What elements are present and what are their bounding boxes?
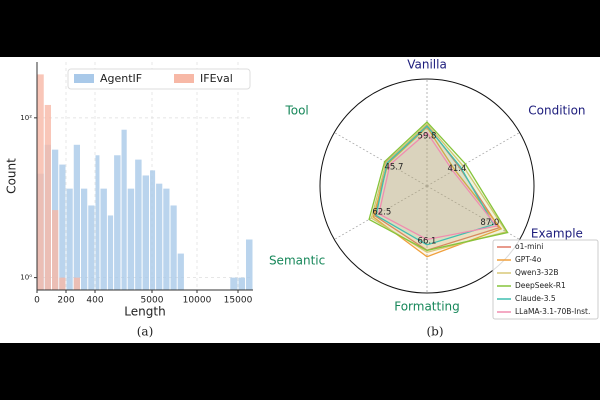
histogram-bar xyxy=(238,277,245,290)
radar-series xyxy=(375,125,495,246)
x-tick-label: 200 xyxy=(57,296,74,306)
legend-swatch xyxy=(74,74,94,83)
x-axis-label: Length xyxy=(124,305,165,319)
radar-series xyxy=(372,126,503,258)
histogram-bar xyxy=(114,155,121,290)
histogram-bar xyxy=(100,188,107,290)
radar-frame xyxy=(319,78,535,294)
histogram-bar xyxy=(59,164,66,290)
histogram-bar xyxy=(121,129,127,290)
value-annotation: 87.0 xyxy=(480,218,499,228)
histogram-bar xyxy=(88,205,95,290)
histogram-bar xyxy=(52,210,59,290)
histogram-bar xyxy=(170,205,177,290)
legend-box xyxy=(67,68,251,90)
histogram-bar xyxy=(44,104,51,291)
x-tick-label: 400 xyxy=(86,296,103,306)
histogram-bar xyxy=(81,188,88,290)
histogram-bar xyxy=(246,239,253,290)
legend-label: IFEval xyxy=(200,72,233,85)
histogram-bar xyxy=(230,277,238,290)
value-annotation: 45.7 xyxy=(384,162,403,172)
radar-series xyxy=(370,122,508,254)
legend-swatch xyxy=(174,74,194,83)
y-tick-label: 10² xyxy=(20,114,32,122)
legend-label: LLaMA-3.1-70B-Inst. xyxy=(515,307,590,316)
histogram-bar xyxy=(135,159,142,290)
legend-label: o1-mini xyxy=(515,242,543,251)
histogram-bar xyxy=(156,183,163,290)
y-axis-label: Count xyxy=(5,158,19,194)
axis-label: Vanilla xyxy=(407,58,447,72)
histogram-bar xyxy=(163,188,170,290)
histogram-bar xyxy=(107,215,114,290)
histogram-bar xyxy=(177,253,184,290)
histogram-bar xyxy=(127,188,135,290)
axis-label: Tool xyxy=(284,104,308,118)
axis-label: Formatting xyxy=(394,300,460,314)
value-annotation: 62.5 xyxy=(372,208,391,218)
legend-label: Qwen3-32B xyxy=(515,268,559,277)
histogram-bar xyxy=(142,175,150,290)
radar-series xyxy=(378,131,498,241)
legend-label: AgentIF xyxy=(100,72,142,85)
y-tick-label: 10⁰ xyxy=(20,274,32,282)
value-annotation: 59.8 xyxy=(418,132,437,142)
histogram-bar xyxy=(95,155,100,290)
histogram-bar xyxy=(150,170,156,290)
axis-label: Example xyxy=(531,227,583,241)
value-annotation: 66.1 xyxy=(418,237,437,247)
radar-spoke xyxy=(426,185,520,240)
radar-spoke xyxy=(334,132,428,187)
radar-spoke xyxy=(426,132,520,187)
x-tick-label: 0 xyxy=(34,296,40,306)
radar-spoke xyxy=(334,185,428,240)
x-tick-label: 15000 xyxy=(224,296,253,306)
x-tick-label: 5000 xyxy=(141,296,164,306)
histogram-bar xyxy=(59,277,66,290)
legend-box xyxy=(492,239,599,320)
axis-label: Condition xyxy=(528,104,585,118)
histogram-bar xyxy=(37,74,44,291)
caption: (b) xyxy=(426,325,443,339)
x-tick-label: 10000 xyxy=(183,296,212,306)
value-annotation: 41.4 xyxy=(447,164,466,174)
caption: (a) xyxy=(137,325,154,339)
histogram-bar xyxy=(73,144,80,290)
radar-series xyxy=(368,121,509,252)
legend-label: GPT-4o xyxy=(515,255,542,264)
axis-label: Semantic xyxy=(269,254,325,268)
histogram-bar xyxy=(73,277,80,290)
legend-label: Claude-3.5 xyxy=(515,294,556,303)
histogram-bar xyxy=(66,188,73,290)
legend-label: DeepSeek-R1 xyxy=(515,281,566,290)
